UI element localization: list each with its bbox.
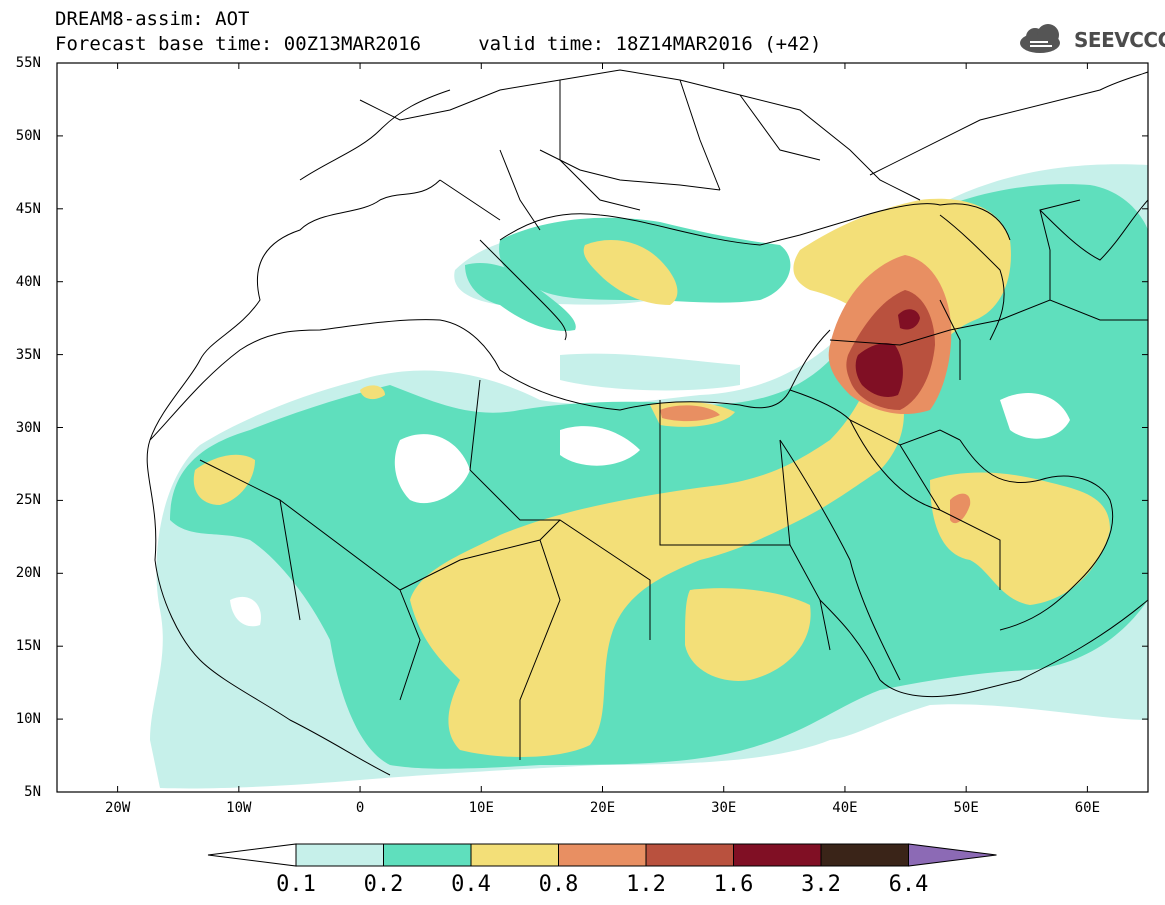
lat-label: 45N xyxy=(15,200,41,217)
lat-label: 30N xyxy=(15,419,41,436)
colorbar-label: 1.2 xyxy=(626,872,666,897)
colorbar-swatch xyxy=(820,843,909,867)
title-line-1: DREAM8-assim: AOT xyxy=(55,8,250,30)
colorbar-left-triangle xyxy=(207,843,297,867)
colorbar-swatch xyxy=(733,843,822,867)
lat-label: 35N xyxy=(15,346,41,363)
lon-label: 30E xyxy=(711,800,737,816)
coastlines xyxy=(149,71,1148,681)
lon-label: 60E xyxy=(1074,800,1101,816)
lat-label: 40N xyxy=(15,273,41,290)
colorbar-swatch xyxy=(383,843,472,867)
lon-label: 50E xyxy=(953,800,979,816)
colorbar-label: 0.8 xyxy=(538,872,579,897)
lon-label: 20E xyxy=(589,800,616,816)
colorbar-label: 0.4 xyxy=(451,872,491,897)
cloud-icon xyxy=(1020,24,1060,53)
lon-label: 10W xyxy=(226,800,252,816)
colorbar-swatch xyxy=(558,843,647,867)
title-line-2: Forecast base time: 00Z13MAR2016 valid t… xyxy=(55,33,822,55)
colorbar-label: 0.1 xyxy=(276,872,316,897)
colorbar-label: 3.2 xyxy=(801,872,841,897)
lat-label: 5N xyxy=(24,784,41,800)
seevccc-logo xyxy=(1020,24,1060,53)
logo-text: SEEVCCC xyxy=(1074,28,1165,52)
colorbar-right-triangle xyxy=(908,843,997,867)
colorbar-swatch xyxy=(645,843,734,867)
lon-label: 40E xyxy=(832,800,858,816)
colorbar-label: 6.4 xyxy=(888,872,929,897)
lon-label: 10E xyxy=(468,800,494,816)
colorbar-label: 0.2 xyxy=(363,872,404,897)
aot-level-1-6 xyxy=(855,309,920,397)
lat-label: 50N xyxy=(15,127,41,144)
lat-ticks xyxy=(57,62,1148,793)
lat-label: 15N xyxy=(15,638,41,655)
aot-gap xyxy=(230,392,1070,627)
lat-label: 20N xyxy=(15,565,41,582)
lat-label: 25N xyxy=(15,492,41,509)
lon-label: 20W xyxy=(104,800,131,816)
colorbar-label: 1.6 xyxy=(713,872,754,897)
colorbar-swatch xyxy=(470,843,559,867)
lon-ticks xyxy=(117,63,1088,792)
country-borders xyxy=(146,69,1148,776)
lon-label: 0 xyxy=(355,800,365,816)
lat-label: 55N xyxy=(15,55,41,71)
colorbar-swatch xyxy=(295,843,384,867)
lat-label: 10N xyxy=(15,711,41,728)
